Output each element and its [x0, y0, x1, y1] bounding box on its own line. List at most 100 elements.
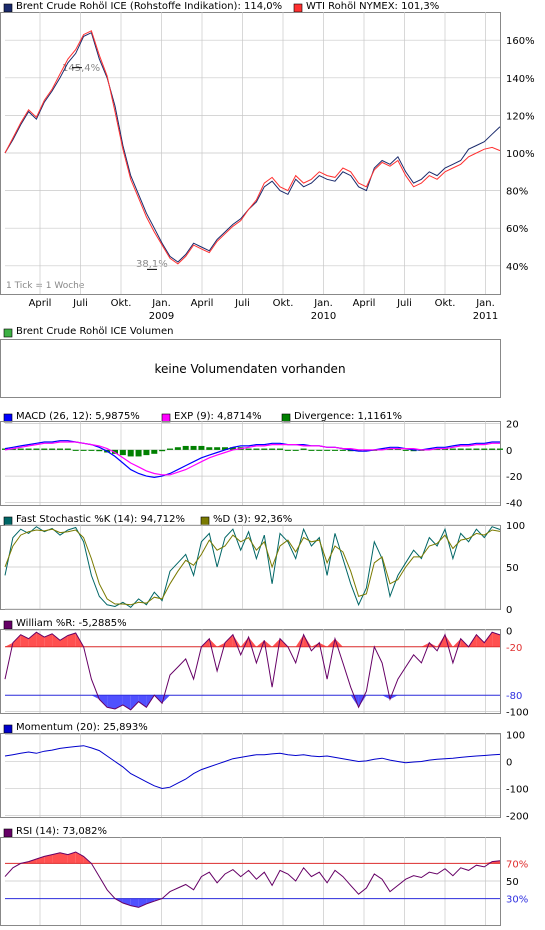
mom-y-tick: -100 [506, 785, 529, 796]
williams-overbought-fill [484, 632, 493, 647]
macd-swatch [3, 413, 13, 423]
volume-legend: Brent Crude Rohöl ICE Volumen [16, 326, 174, 337]
divergence-bar [379, 448, 386, 450]
divergence-bar [292, 449, 299, 451]
williams-oversold-fill [99, 695, 108, 708]
williams-overbought-fill [67, 633, 76, 647]
tick-note: 1 Tick = 1 Woche [6, 281, 85, 291]
divergence-bar [17, 448, 24, 450]
stoch-y-tick: 100 [506, 521, 525, 532]
x-tick-year: 2011 [473, 311, 498, 322]
williams-overbought-fill [5, 642, 13, 647]
divergence-bar [182, 445, 189, 450]
williams-overbought-fill [303, 634, 312, 647]
macd-legend: MACD (26, 12): 5,9875% [16, 411, 140, 422]
divergence-legend: Divergence: 1,1161% [294, 411, 403, 422]
divergence-bar [324, 449, 331, 451]
divergence-bar [159, 449, 166, 452]
williams-overbought-fill [476, 634, 485, 647]
macd-y-tick: 20 [506, 420, 519, 431]
divergence-bar [355, 449, 362, 452]
williams-overbought-fill [12, 634, 21, 647]
divergence-bar [332, 449, 338, 451]
rsi-y-tick: 30% [506, 895, 528, 906]
rsi-oversold-fill [130, 898, 139, 908]
divergence-bar [229, 447, 236, 450]
x-tick-label: Juli [396, 298, 412, 309]
williams-oversold-fill [350, 695, 359, 708]
williams-overbought-fill [445, 634, 453, 647]
divergence-bar [80, 449, 87, 451]
divergence-bar [72, 449, 79, 451]
divergence-swatch [281, 413, 291, 423]
divergence-bar [473, 448, 480, 450]
divergence-bar [339, 449, 346, 451]
williams-overbought-fill [264, 640, 273, 647]
divergence-bar [284, 449, 291, 451]
divergence-bar [449, 448, 456, 450]
williams-overbought-fill [28, 632, 37, 647]
williams-oversold-fill [382, 695, 390, 700]
divergence-bar [198, 445, 205, 450]
low-annotation: 38,1% [136, 259, 168, 270]
divergence-bar [497, 448, 503, 450]
divergence-bar [465, 448, 472, 450]
price-y-tick: 100% [506, 149, 535, 160]
rsi-overbought-fill [75, 852, 84, 864]
williams-swatch [3, 620, 13, 630]
divergence-bar [127, 449, 134, 457]
stoch-k-line [4, 526, 501, 608]
williams-oversold-fill [390, 695, 398, 700]
price-legend-wti: WTI Rohöl NYMEX: 101,3% [306, 1, 440, 12]
macd-y-tick: 0 [506, 446, 512, 457]
price-y-tick: 140% [506, 74, 535, 85]
macd-frame [0, 421, 501, 506]
price-y-tick: 80% [506, 187, 528, 198]
divergence-bar [442, 448, 448, 450]
stoch-k-swatch [3, 516, 13, 526]
stoch-frame [0, 525, 501, 610]
williams-overbought-fill [240, 637, 249, 647]
x-tick-year: 2009 [149, 311, 174, 322]
x-tick-label: April [29, 298, 52, 309]
divergence-bar [64, 448, 71, 450]
rsi-y-tick: 70% [506, 859, 528, 870]
x-tick-label: Okt. [435, 298, 456, 309]
rsi-y-tick: 50 [506, 877, 519, 888]
williams-line [4, 631, 501, 711]
stoch-k-legend: Fast Stochastic %K (14): 94,712% [16, 514, 186, 525]
exp-swatch [161, 413, 171, 423]
divergence-bar [394, 448, 401, 450]
macd-y-tick: -40 [506, 498, 522, 509]
divergence-bar [174, 447, 181, 450]
rsi-swatch [3, 828, 13, 838]
williams-overbought-fill [36, 632, 45, 647]
rsi-oversold-fill [122, 898, 131, 906]
williams-overbought-fill [295, 634, 304, 647]
williams-oversold-fill [130, 695, 139, 710]
price-y-tick: 120% [506, 111, 535, 122]
mom-y-tick: 100 [506, 730, 525, 741]
stoch-y-tick: 50 [506, 563, 519, 574]
divergence-bar [245, 448, 252, 450]
divergence-bar [261, 448, 268, 450]
williams-oversold-fill [358, 695, 367, 708]
divergence-bar [119, 449, 126, 456]
williams-oversold-fill [107, 695, 115, 709]
divergence-bar [457, 448, 464, 450]
will-y-tick: -80 [506, 691, 522, 702]
williams-legend: William %R: -5,2885% [16, 618, 127, 629]
divergence-bar [222, 447, 228, 450]
x-tick-label: Juli [72, 298, 88, 309]
williams-overbought-fill [437, 634, 445, 647]
x-tick-label: April [191, 298, 214, 309]
divergence-bar [387, 448, 393, 450]
stoch-y-tick: 0 [506, 605, 512, 616]
williams-overbought-fill [319, 642, 328, 647]
williams-overbought-fill [421, 642, 430, 647]
price-legend-brent: Brent Crude Rohöl ICE (Rohstoffe Indikat… [16, 1, 283, 12]
x-tick-label: Jan. [475, 298, 495, 309]
divergence-bar [269, 448, 276, 450]
rsi-overbought-fill [67, 852, 76, 864]
